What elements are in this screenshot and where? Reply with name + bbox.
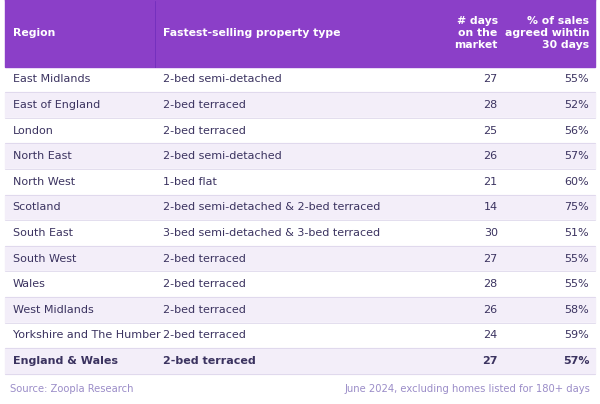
Text: # days
on the
market: # days on the market xyxy=(454,16,497,50)
Text: 2-bed terraced: 2-bed terraced xyxy=(163,305,246,315)
Text: Wales: Wales xyxy=(13,279,46,289)
Text: 57%: 57% xyxy=(563,356,589,366)
Text: South East: South East xyxy=(13,228,73,238)
Text: 28: 28 xyxy=(484,279,497,289)
Text: % of sales
agreed wihtin
30 days: % of sales agreed wihtin 30 days xyxy=(505,16,589,50)
Text: 28: 28 xyxy=(484,100,497,110)
Text: 2-bed terraced: 2-bed terraced xyxy=(163,330,246,340)
Bar xyxy=(5,271,595,297)
Text: 27: 27 xyxy=(484,254,497,263)
Text: 60%: 60% xyxy=(565,177,589,187)
Text: 2-bed terraced: 2-bed terraced xyxy=(163,100,246,110)
Text: Scotland: Scotland xyxy=(13,202,61,213)
Bar xyxy=(5,322,595,348)
Text: 59%: 59% xyxy=(565,330,589,340)
Text: 55%: 55% xyxy=(565,254,589,263)
Text: England & Wales: England & Wales xyxy=(13,356,118,366)
Text: 26: 26 xyxy=(484,305,497,315)
Text: 55%: 55% xyxy=(565,74,589,84)
Text: East of England: East of England xyxy=(13,100,100,110)
Text: 3-bed semi-detached & 3-bed terraced: 3-bed semi-detached & 3-bed terraced xyxy=(163,228,380,238)
Text: 57%: 57% xyxy=(565,151,589,161)
Text: 56%: 56% xyxy=(565,126,589,136)
Text: 2-bed terraced: 2-bed terraced xyxy=(163,279,246,289)
Text: North West: North West xyxy=(13,177,75,187)
Text: 2-bed terraced: 2-bed terraced xyxy=(163,254,246,263)
Bar xyxy=(5,67,595,92)
Text: North East: North East xyxy=(13,151,71,161)
Text: 30: 30 xyxy=(484,228,497,238)
Bar xyxy=(5,143,595,169)
Bar xyxy=(5,169,595,195)
Text: 2-bed terraced: 2-bed terraced xyxy=(163,126,246,136)
Text: Fastest-selling property type: Fastest-selling property type xyxy=(163,28,341,38)
Text: South West: South West xyxy=(13,254,76,263)
Text: West Midlands: West Midlands xyxy=(13,305,94,315)
Bar xyxy=(5,195,595,220)
Bar xyxy=(5,348,595,374)
Text: 14: 14 xyxy=(484,202,497,213)
Text: 1-bed flat: 1-bed flat xyxy=(163,177,217,187)
Text: 24: 24 xyxy=(484,330,497,340)
Text: 2-bed terraced: 2-bed terraced xyxy=(163,356,256,366)
Text: Source: Zoopla Research: Source: Zoopla Research xyxy=(10,384,133,394)
Text: 25: 25 xyxy=(484,126,497,136)
Text: 27: 27 xyxy=(482,356,497,366)
Bar xyxy=(5,118,595,143)
Text: East Midlands: East Midlands xyxy=(13,74,90,84)
Text: 21: 21 xyxy=(484,177,497,187)
Text: 58%: 58% xyxy=(565,305,589,315)
Bar xyxy=(5,0,595,67)
Text: 2-bed semi-detached: 2-bed semi-detached xyxy=(163,74,282,84)
Text: 2-bed semi-detached: 2-bed semi-detached xyxy=(163,151,282,161)
Text: 55%: 55% xyxy=(565,279,589,289)
Text: 52%: 52% xyxy=(565,100,589,110)
Text: June 2024, excluding homes listed for 180+ days: June 2024, excluding homes listed for 18… xyxy=(344,384,590,394)
Text: 75%: 75% xyxy=(565,202,589,213)
Bar xyxy=(5,297,595,322)
Bar xyxy=(5,220,595,246)
Text: 2-bed semi-detached & 2-bed terraced: 2-bed semi-detached & 2-bed terraced xyxy=(163,202,380,213)
Text: Region: Region xyxy=(13,28,55,38)
Bar xyxy=(5,246,595,271)
Text: Yorkshire and The Humber: Yorkshire and The Humber xyxy=(13,330,160,340)
Text: 51%: 51% xyxy=(565,228,589,238)
Text: 27: 27 xyxy=(484,74,497,84)
Bar xyxy=(5,92,595,118)
Text: 26: 26 xyxy=(484,151,497,161)
Text: London: London xyxy=(13,126,53,136)
